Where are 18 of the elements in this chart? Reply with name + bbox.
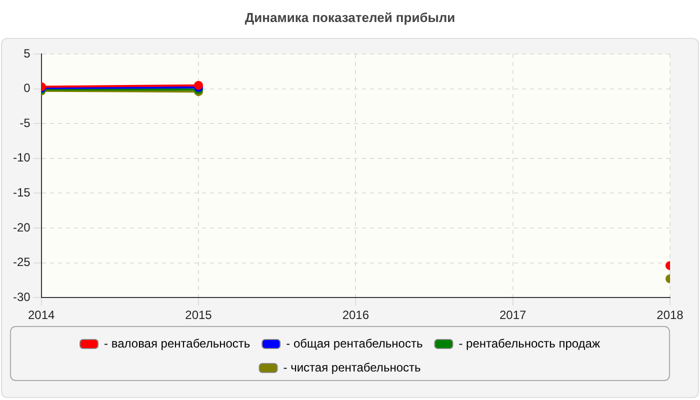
- y-tick-label: -25: [13, 255, 31, 270]
- y-tick-label: -20: [13, 220, 31, 234]
- legend-label: - валовая рентабельность: [104, 336, 250, 350]
- x-tick-label: 2016: [342, 308, 370, 322]
- y-tick-label: -5: [20, 116, 31, 130]
- legend-label: - рентабельность продаж: [458, 336, 600, 350]
- y-tick-label: 5: [24, 46, 31, 60]
- x-tick-label: 2018: [656, 308, 684, 322]
- y-tick-label: -15: [13, 186, 31, 200]
- legend-label: - общая рентабельность: [286, 336, 423, 350]
- y-tick-label: -30: [13, 290, 31, 304]
- x-tick-label: 2014: [28, 308, 56, 322]
- legend-label: - чистая рентабельность: [283, 360, 421, 374]
- y-tick-label: 0: [24, 81, 31, 96]
- x-tick-label: 2015: [185, 308, 212, 322]
- y-tick-label: -10: [13, 150, 31, 165]
- x-tick-label: 2017: [499, 308, 527, 322]
- chart-title: Динамика показателей прибыли: [244, 10, 456, 25]
